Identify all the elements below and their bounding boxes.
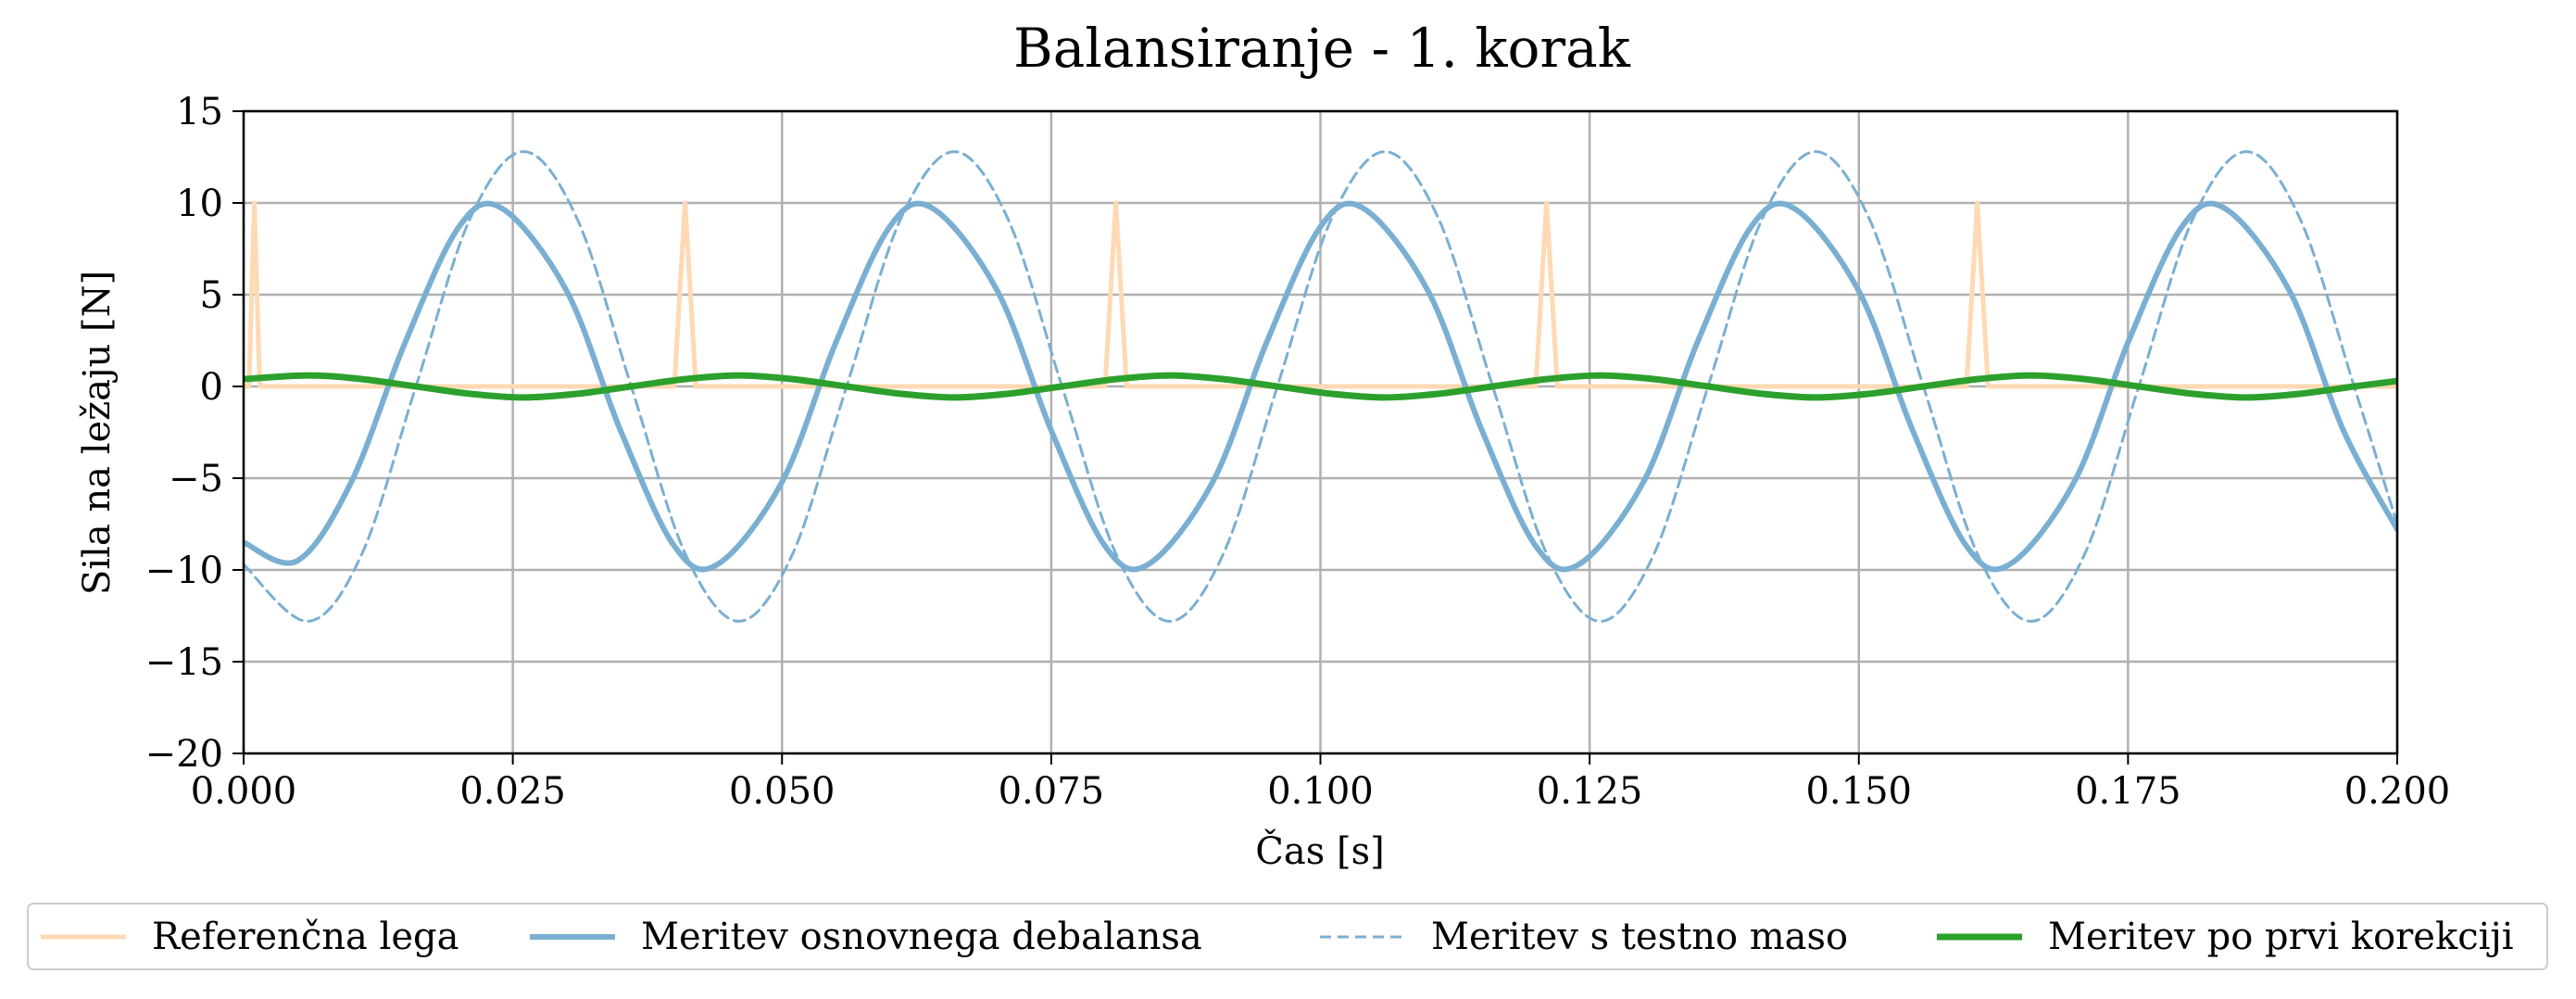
legend-label: Meritev s testno maso — [1431, 916, 1848, 958]
legend-frame — [27, 903, 2548, 970]
y-tick-label: 5 — [200, 274, 223, 317]
legend-label: Referenčna lega — [152, 916, 459, 958]
y-tick-label: −20 — [145, 733, 223, 776]
y-tick-label: −10 — [145, 550, 223, 592]
x-tick-label: 0.175 — [2075, 770, 2181, 813]
y-tick-label: 0 — [200, 366, 223, 409]
x-tick-label: 0.200 — [2344, 770, 2451, 813]
x-tick-label: 0.125 — [1537, 770, 1643, 813]
series-testna-masa — [244, 150, 2397, 623]
x-tick-label: 0.100 — [1267, 770, 1374, 813]
y-tick-label: 15 — [176, 91, 223, 133]
series-prva-korekcija — [244, 372, 2397, 401]
y-axis-ticks: 15 10 5 0 −5 −10 −15 −20 — [145, 91, 244, 776]
y-axis-label: Sila na ležaju [N] — [76, 271, 119, 595]
chart-title: Balansiranje - 1. korak — [1013, 17, 1631, 80]
y-tick-label: −5 — [169, 458, 223, 500]
x-tick-label: 0.000 — [191, 770, 297, 813]
legend-label: Meritev osnovnega debalansa — [641, 916, 1202, 958]
series-osnovni-debalans — [244, 200, 2397, 573]
grid — [242, 109, 2399, 755]
x-axis-ticks: 0.000 0.025 0.050 0.075 0.100 0.125 0.150 0.175… — [191, 753, 2451, 813]
legend-label: Meritev po prvi korekciji — [2048, 916, 2514, 958]
y-tick-label: 10 — [176, 183, 223, 225]
x-tick-label: 0.150 — [1805, 770, 1912, 813]
y-tick-label: −15 — [145, 641, 223, 684]
x-tick-label: 0.025 — [459, 770, 566, 813]
x-axis-label: Čas [s] — [1255, 829, 1384, 873]
x-tick-label: 0.050 — [729, 770, 836, 813]
legend: Referenčna lega Meritev osnovnega debalan… — [27, 903, 2548, 970]
series-referencna-lega — [244, 200, 2397, 389]
x-tick-label: 0.075 — [999, 770, 1105, 813]
